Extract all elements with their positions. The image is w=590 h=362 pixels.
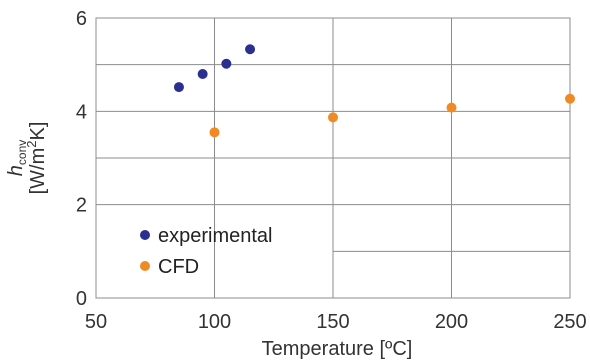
data-point-experimental xyxy=(221,58,232,69)
legend: experimental CFD xyxy=(140,225,273,278)
data-point-experimental xyxy=(245,44,256,55)
grid-layer xyxy=(96,18,570,298)
y-axis-symbol-main: h xyxy=(5,165,27,176)
x-axis-title: Temperature [ºC] xyxy=(262,338,413,360)
plot-frame xyxy=(95,17,571,299)
y-axis-symbol-subscript: conv xyxy=(15,140,29,165)
y-axis-unit-suffix: K] xyxy=(27,122,49,141)
y-tick-label: 6 xyxy=(76,8,87,30)
axis-layer xyxy=(95,17,571,299)
y-axis-unit-prefix: [W/m xyxy=(27,148,49,195)
x-tick-label: 100 xyxy=(198,311,231,333)
y-axis-unit-exponent: 2 xyxy=(24,141,39,148)
y-tick-label: 4 xyxy=(76,101,87,123)
data-point-cfd xyxy=(328,112,338,123)
data-point-cfd xyxy=(209,127,220,138)
data-point-cfd xyxy=(565,93,575,104)
y-tick-label: 0 xyxy=(76,288,87,310)
x-tick-label: 50 xyxy=(85,311,107,333)
data-point-experimental xyxy=(173,82,184,93)
y-axis-title: hconv[W/m2K] xyxy=(5,122,49,195)
points-layer xyxy=(173,44,575,138)
data-point-cfd xyxy=(446,102,457,113)
x-tick-label: 200 xyxy=(435,311,468,333)
legend-marker-experimental xyxy=(140,230,150,240)
label-layer: 0 2 4 6 50 100 150 200 250 Temperature [ºC] hconv[… xyxy=(5,8,587,360)
x-tick-label: 150 xyxy=(316,311,349,333)
legend-label-experimental: experimental xyxy=(158,225,273,247)
y-axis-symbol: hconv xyxy=(5,140,29,176)
x-tick-label: 250 xyxy=(553,311,586,333)
legend-marker-cfd xyxy=(140,261,150,271)
data-point-experimental xyxy=(197,69,208,79)
y-tick-label: 2 xyxy=(76,195,87,217)
y-axis-unit: [W/m2K] xyxy=(24,122,49,195)
legend-label-cfd: CFD xyxy=(158,256,199,278)
